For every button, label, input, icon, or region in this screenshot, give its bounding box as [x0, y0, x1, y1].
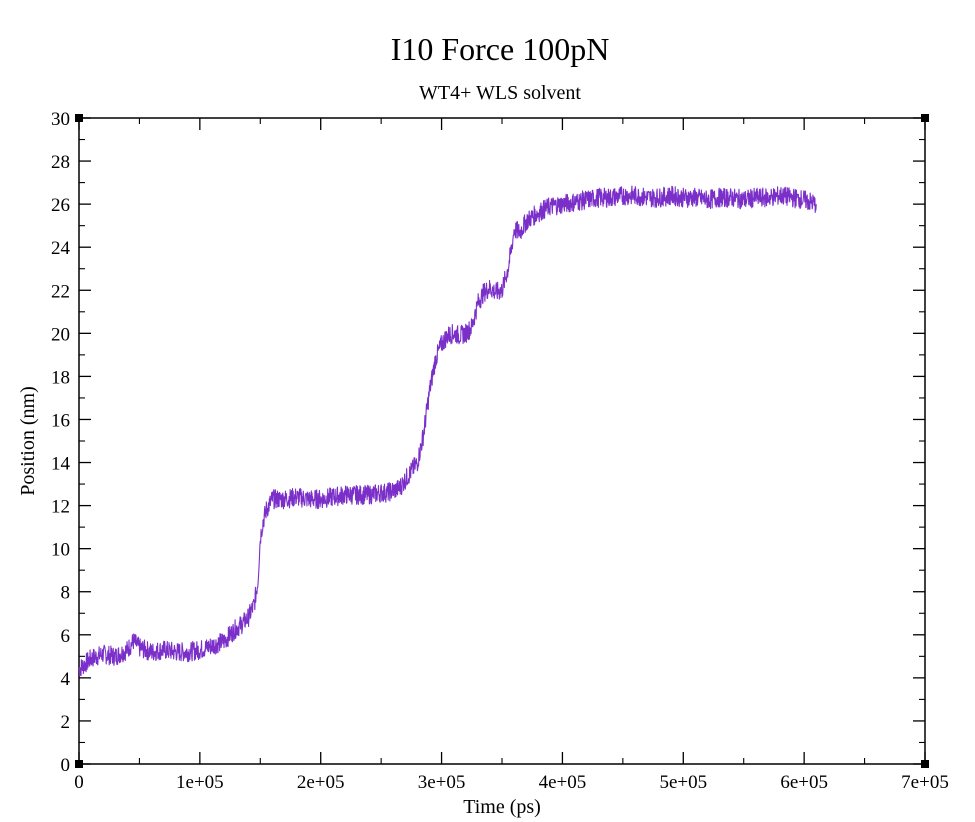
series-line [78, 185, 817, 677]
y-tick-label: 24 [51, 238, 71, 259]
y-tick-label: 22 [51, 281, 70, 302]
y-tick-label: 6 [61, 626, 71, 647]
plot-frame [78, 117, 926, 765]
x-tick-label: 3e+05 [418, 772, 466, 793]
y-tick-label: 2 [61, 712, 71, 733]
y-tick-label: 30 [51, 109, 70, 130]
x-axis-label: Time (ps) [463, 796, 541, 818]
y-tick-label: 12 [51, 497, 70, 518]
y-tick-label: 14 [51, 454, 71, 475]
y-axis-label: Position (nm) [17, 386, 39, 495]
x-tick-label: 0 [74, 772, 84, 793]
y-tick-label: 0 [61, 755, 71, 776]
x-tick-label: 6e+05 [780, 772, 828, 793]
x-tick-label: 5e+05 [659, 772, 707, 793]
y-tick-label: 20 [51, 324, 70, 345]
x-axis-ticks: 0 1e+05 2e+05 3e+05 4e+05 5e+05 6e+05 7e+05 [74, 118, 949, 793]
chart-subtitle: WT4+ WLS solvent [419, 82, 581, 104]
y-tick-label: 4 [61, 669, 71, 690]
y-tick-label: 28 [51, 152, 70, 173]
x-tick-label: 4e+05 [539, 772, 587, 793]
x-tick-label: 2e+05 [297, 772, 345, 793]
chart-title: I10 Force 100pN [391, 31, 610, 67]
x-tick-label: 7e+05 [901, 772, 949, 793]
y-tick-label: 18 [51, 367, 70, 388]
y-tick-label: 26 [51, 195, 70, 216]
y-tick-label: 10 [51, 540, 70, 561]
x-tick-label: 1e+05 [176, 772, 224, 793]
y-tick-label: 16 [51, 410, 70, 431]
y-tick-label: 8 [61, 583, 71, 604]
